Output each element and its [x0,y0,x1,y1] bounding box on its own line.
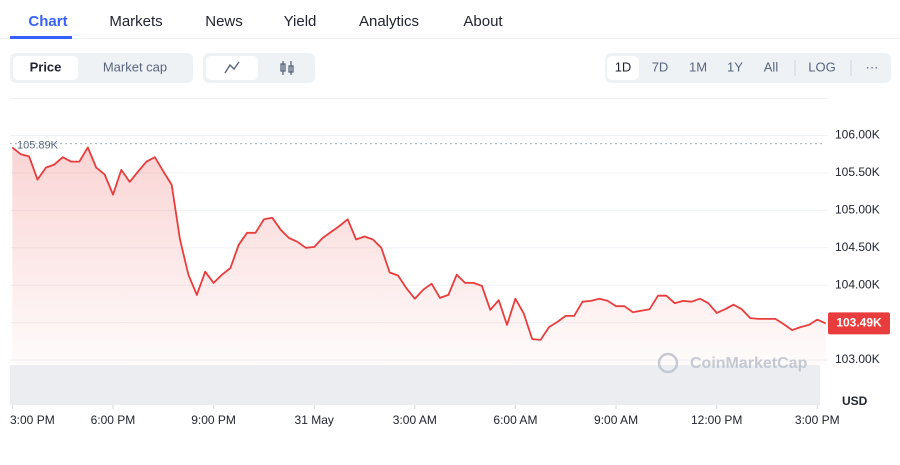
metric-button[interactable]: Price [30,59,62,74]
range-active [607,56,639,80]
line-icon [224,61,240,74]
nav-tab[interactable]: Analytics [359,13,419,30]
metric-button[interactable]: Market cap [103,59,167,74]
line-type-button[interactable] [206,56,258,80]
volume-band [10,365,820,405]
last-price-label: 103.49K [836,316,882,330]
high-label: 105.89K [17,140,59,152]
x-tick-label: 6:00 PM [91,413,136,427]
x-tick-label: 9:00 AM [594,413,638,427]
x-tick-label: 9:00 PM [191,413,236,427]
more-button[interactable]: ··· [866,59,879,74]
x-tick-label: 6:00 AM [493,413,537,427]
y-tick-label: 104.50K [835,240,880,254]
x-tick-label: 12:00 PM [691,413,742,427]
y-tick-label: 105.50K [835,165,880,179]
x-tick-label: 31 May [295,413,334,427]
metric-active [13,56,78,80]
nav-tab[interactable]: Markets [109,13,162,30]
area [12,147,826,365]
range-button[interactable]: LOG [808,59,835,74]
nav-tab[interactable]: Yield [284,13,317,30]
range-button[interactable]: All [764,59,779,74]
last-price-badge [828,312,890,335]
price-line [11,146,827,341]
y-tick-label: 106.00K [835,128,880,142]
x-tick-label: 3:00 AM [393,413,437,427]
range-button[interactable]: 7D [652,59,669,74]
x-tick-label: 3:00 PM [795,413,840,427]
range-toggle [605,53,891,83]
y-tick-label: 105.00K [835,202,880,216]
nav-tab[interactable]: Chart [28,13,67,30]
range-button[interactable]: 1M [689,59,707,74]
y-tick-label: 103.00K [835,352,880,366]
y-axis-label: USD [842,394,868,408]
y-tick-label: 104.00K [835,277,880,291]
candle-icon[interactable] [280,61,294,75]
x-tick-label: 3:00 PM [10,413,55,427]
nav-underline [10,36,72,39]
nav-tab[interactable]: News [205,13,243,30]
range-button[interactable]: 1Y [727,59,743,74]
nav-tab[interactable]: About [463,13,503,30]
range-button[interactable]: 1D [615,59,632,74]
